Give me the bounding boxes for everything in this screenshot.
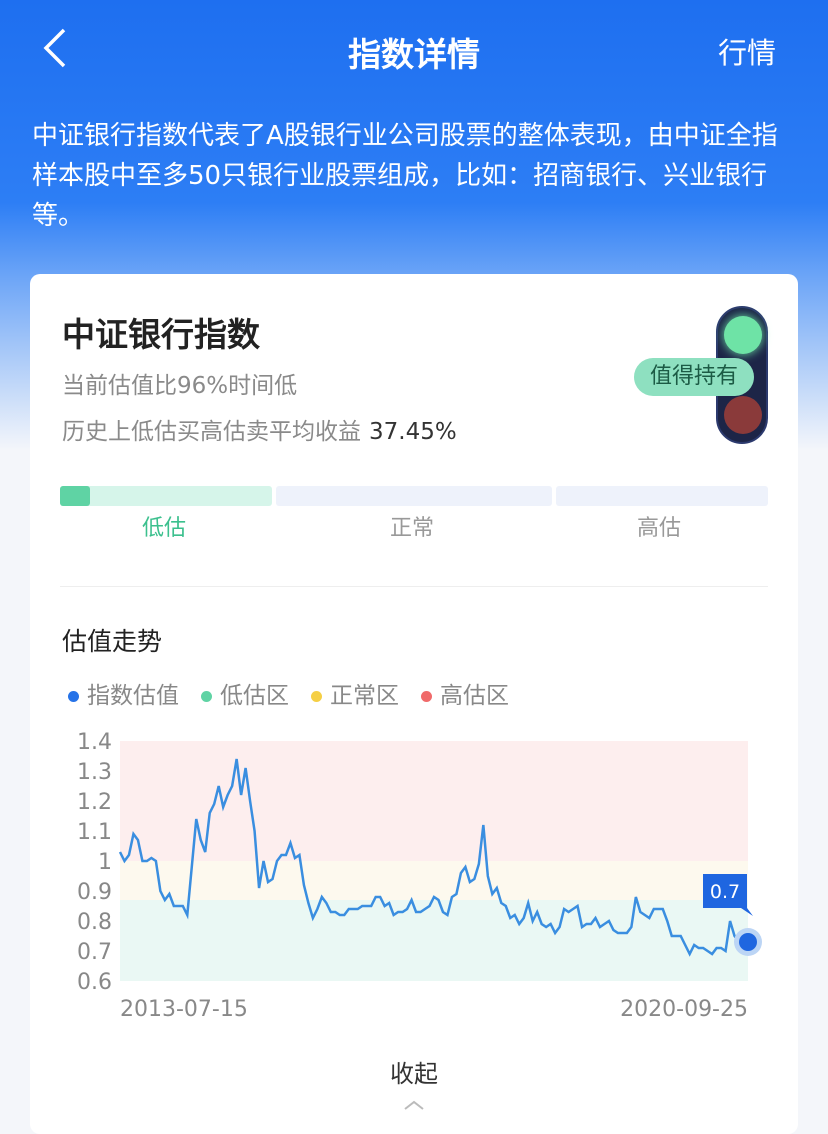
level-high: 高估 [637, 516, 682, 541]
tooltip-value: 0.7 [710, 881, 740, 903]
return-info: 历史上低估买高估卖平均收益 37.45% [62, 412, 457, 446]
return-label: 历史上低估买高估卖平均收益 [62, 419, 361, 445]
collapse-label: 收起 [390, 1060, 438, 1088]
chevron-up-icon [404, 1100, 424, 1110]
valuation-line [118, 758, 748, 957]
legend-label: 低估区 [220, 683, 289, 709]
level-normal: 正常 [390, 516, 435, 541]
valuation-text: 当前估值比96%时间低 [62, 373, 298, 399]
legend-item: 低估区 [201, 676, 289, 710]
level-low: 低估 [142, 516, 187, 541]
legend-dot-icon [311, 691, 322, 702]
legend-dot-icon [68, 691, 79, 702]
x-tick-label: 2013-07-15 [120, 997, 248, 1022]
return-value: 37.45% [369, 419, 457, 445]
y-tick-label: 1.2 [77, 790, 112, 815]
legend-dot-icon [201, 691, 212, 702]
normal-segment [276, 486, 552, 506]
index-description: 中证银行指数代表了A股银行业公司股票的整体表现，由中证全指样本股中至多50只银行… [32, 121, 778, 231]
current-point [739, 933, 757, 951]
chevron-left-icon [43, 28, 66, 68]
y-tick-label: 0.7 [77, 940, 112, 965]
legend-dot-icon [421, 691, 432, 702]
tooltip-box [703, 874, 753, 916]
y-tick-label: 1.1 [77, 820, 112, 845]
high-segment [556, 486, 768, 506]
angry-face-icon [724, 396, 762, 434]
x-tick-label: 2020-09-25 [620, 997, 748, 1022]
section-title: 估值走势 [62, 627, 163, 656]
legend-item: 正常区 [311, 676, 399, 710]
divider [60, 586, 768, 587]
low-fill [60, 486, 90, 506]
legend-label: 指数估值 [87, 683, 179, 709]
zone-band [120, 900, 748, 981]
smile-face-icon [724, 316, 762, 354]
index-name: 中证银行指数 [62, 315, 260, 354]
legend-label: 正常区 [330, 683, 399, 709]
y-tick-label: 1 [98, 850, 112, 875]
y-tick-label: 0.6 [77, 970, 112, 995]
page-title: 指数详情 [348, 35, 480, 74]
legend-label: 高估区 [440, 683, 509, 709]
legend-item: 指数估值 [68, 676, 179, 710]
quote-link[interactable]: 行情 [717, 36, 776, 70]
legend-item: 高估区 [421, 676, 509, 710]
valuation-chart: 1.4 1.3 1.2 1.1 1 0.9 0.8 0.7 0.6 2013-07-15 2020-… [77, 730, 762, 1022]
index-card: 中证银行指数 当前估值比96%时间低 历史上低估买高估卖平均收益 37.45% 值… [30, 274, 798, 1134]
zone-band [120, 861, 748, 900]
y-tick-label: 1.4 [77, 730, 112, 755]
low-segment [60, 486, 272, 506]
y-tick-label: 0.9 [77, 880, 112, 905]
chart-legend: 指数估值 低估区 正常区 高估区 [68, 676, 509, 710]
back-button[interactable] [38, 26, 78, 70]
recommendation-badge: 值得持有 [634, 358, 755, 396]
y-tick-label: 1.3 [77, 760, 112, 785]
collapse-button[interactable]: 收起 [30, 1054, 798, 1119]
y-tick-label: 0.8 [77, 910, 112, 935]
valuation-bar [60, 486, 768, 506]
